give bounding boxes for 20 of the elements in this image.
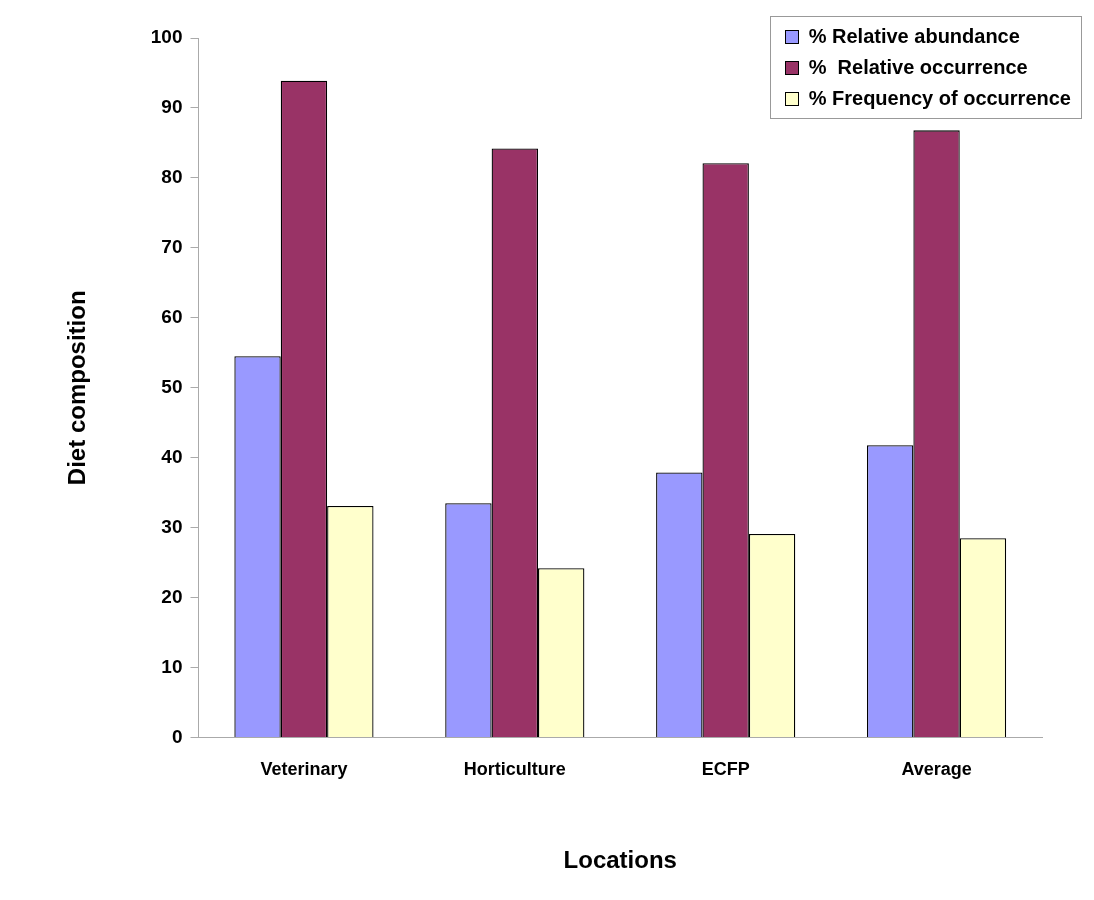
x-tick-label: Horticulture [463,759,566,780]
y-tick-label: 80 [161,166,183,188]
y-tick-label: 90 [161,96,183,118]
y-tick-label: 0 [171,725,183,747]
x-tick-label: Veterinary [260,759,348,780]
y-tick-label: 10 [161,655,183,677]
y-tick-label: 30 [161,515,183,537]
y-tick-label: 100 [150,26,183,48]
legend-label: % Frequency of occurrence [808,87,1071,110]
y-tick-label: 70 [161,236,183,258]
y-tick-label: 40 [161,445,183,467]
y-tick-label: 20 [161,585,183,607]
y-axis-title: Diet composition [63,290,91,486]
legend-label: % Relative abundance [808,25,1020,48]
x-tick-label: Average [901,759,972,780]
x-axis-title: Locations [563,846,677,874]
x-tick-label: ECFP [701,759,750,780]
legend-label: % Relative occurrence [808,56,1028,79]
y-tick-label: 50 [161,376,183,398]
y-tick-label: 60 [161,306,183,328]
